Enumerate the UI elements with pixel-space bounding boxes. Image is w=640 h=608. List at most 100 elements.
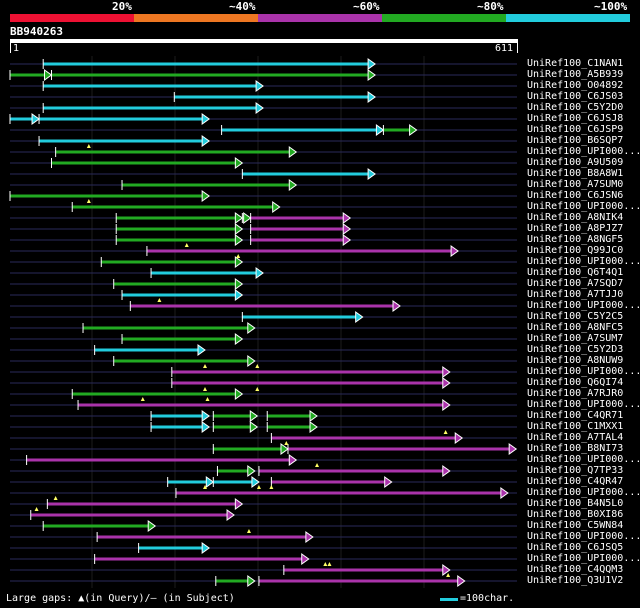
query-gap-marker	[86, 144, 91, 148]
hit-name-link[interactable]: UniRef100_B8A8W1	[527, 168, 624, 179]
hit-end-arrow	[249, 410, 259, 422]
hit-name-link[interactable]: UniRef100_UPI000...	[527, 487, 640, 498]
hit-name-link[interactable]: UniRef100_C5Y2D3	[527, 344, 624, 355]
hit-end-arrow	[442, 465, 451, 477]
hit-end-arrow	[234, 157, 244, 169]
scale-segment-magenta	[258, 14, 382, 22]
hit-name-link[interactable]: UniRef100_A7SQD7	[527, 278, 624, 289]
hit-name-link[interactable]: UniRef100_C1NAN1	[527, 58, 624, 69]
scale-label-60: ~60%	[353, 0, 380, 13]
hit-name-link[interactable]: UniRef100_A7SUM0	[527, 179, 624, 190]
hit-name-link[interactable]: UniRef100_C4QR71	[527, 410, 624, 421]
hit-end-arrow	[234, 234, 244, 246]
hit-name-link[interactable]: UniRef100_C5Y2C5	[527, 311, 624, 322]
hit-name-link[interactable]: UniRef100_A8NIK4	[527, 212, 624, 223]
query-gap-marker	[184, 243, 189, 247]
hit-name-link[interactable]: UniRef100_A9U509	[527, 157, 624, 168]
hit-name-link[interactable]: UniRef100_UPI000...	[527, 201, 640, 212]
hit-end-arrow	[201, 410, 211, 422]
scale-label-80: ~80%	[477, 0, 504, 13]
hit-name-link[interactable]: UniRef100_UPI000...	[527, 256, 640, 267]
hit-name-link[interactable]: UniRef100_UPI000...	[527, 146, 640, 157]
hit-end-arrow	[255, 102, 264, 114]
hit-end-arrow	[384, 476, 393, 488]
hit-end-arrow	[367, 168, 376, 180]
hit-end-arrow	[305, 531, 314, 543]
hit-name-link[interactable]: UniRef100_A8NGF5	[527, 234, 624, 245]
hit-name-link[interactable]: UniRef100_UPI000...	[527, 531, 640, 542]
hit-end-arrow	[508, 443, 518, 455]
hit-name-link[interactable]: UniRef100_C6JSQ5	[527, 542, 624, 553]
hit-end-arrow	[251, 476, 260, 488]
hit-end-arrow	[280, 443, 289, 455]
hit-name-link[interactable]: UniRef100_A7SUM7	[527, 333, 624, 344]
hit-end-arrow	[409, 124, 418, 136]
query-gap-marker	[140, 397, 145, 401]
hit-name-link[interactable]: UniRef100_C5Y2D0	[527, 102, 624, 113]
hit-name-link[interactable]: UniRef100_UPI000...	[527, 300, 640, 311]
hit-name-link[interactable]: UniRef100_UPI000...	[527, 399, 640, 410]
hit-end-arrow	[255, 80, 264, 92]
hit-name-link[interactable]: UniRef100_Q6QI74	[527, 377, 624, 388]
hit-name-link[interactable]: UniRef100_B4N5L0	[527, 498, 624, 509]
hit-end-arrow	[234, 278, 244, 290]
hit-end-arrow	[288, 146, 298, 158]
hit-name-link[interactable]: UniRef100_C4QR47	[527, 476, 624, 487]
hit-name-link[interactable]: UniRef100_Q99JC0	[527, 245, 624, 256]
scale-label-100: ~100%	[594, 0, 628, 13]
hit-name-link[interactable]: UniRef100_C4QQM3	[527, 564, 624, 575]
scale-segment-cyan	[506, 14, 630, 22]
scale-legend-label: =100char.	[460, 593, 515, 604]
hit-end-arrow	[367, 69, 376, 81]
query-gap-marker	[256, 485, 261, 489]
hit-name-link[interactable]: UniRef100_UPI000...	[527, 366, 640, 377]
hit-name-link[interactable]: UniRef100_Q7TP33	[527, 465, 624, 476]
hit-end-arrow	[442, 377, 451, 389]
hit-end-arrow	[234, 212, 244, 224]
query-end-label: 611	[495, 43, 514, 54]
hit-name-link[interactable]: UniRef100_C6JSJ8	[527, 113, 624, 124]
hit-end-arrow	[450, 245, 459, 257]
hit-end-arrow	[249, 421, 259, 433]
scale-segment-orange	[134, 14, 258, 22]
hit-name-link[interactable]: UniRef100_UPI000...	[527, 553, 640, 564]
query-gap-marker	[34, 507, 39, 511]
hit-end-arrow	[367, 58, 376, 70]
hit-end-arrow	[442, 366, 451, 378]
hit-name-link[interactable]: UniRef100_A8NFC5	[527, 322, 624, 333]
hit-name-link[interactable]: UniRef100_A5B939	[527, 69, 624, 80]
hit-end-arrow	[201, 542, 211, 554]
hit-name-link[interactable]: UniRef100_B0XI86	[527, 509, 624, 520]
hit-name-link[interactable]: UniRef100_O04892	[527, 80, 624, 91]
hit-name-link[interactable]: UniRef100_C6JSN6	[527, 190, 624, 201]
hit-end-arrow	[309, 421, 318, 433]
scale-segment-green	[382, 14, 506, 22]
hit-end-arrow	[309, 410, 318, 422]
hit-name-link[interactable]: UniRef100_Q6T4Q1	[527, 267, 624, 278]
query-bar	[10, 39, 518, 43]
hit-name-link[interactable]: UniRef100_B8NI73	[527, 443, 624, 454]
hit-end-arrow	[234, 289, 244, 301]
hit-end-arrow	[301, 553, 310, 565]
hit-name-link[interactable]: UniRef100_A8PJZ7	[527, 223, 624, 234]
hit-name-link[interactable]: UniRef100_A7TAL4	[527, 432, 624, 443]
query-gap-marker	[269, 485, 274, 489]
query-gap-marker	[284, 441, 289, 445]
hit-end-arrow	[234, 256, 244, 268]
hit-name-link[interactable]: UniRef100_C6JS03	[527, 91, 624, 102]
query-gap-marker	[205, 397, 210, 401]
scale-label-40: ~40%	[229, 0, 256, 13]
hit-name-link[interactable]: UniRef100_UPI000...	[527, 454, 640, 465]
hit-name-link[interactable]: UniRef100_A8NUW9	[527, 355, 624, 366]
query-gap-marker	[315, 463, 320, 467]
hit-end-arrow	[243, 212, 252, 224]
hit-name-link[interactable]: UniRef100_B6SQP7	[527, 135, 624, 146]
hit-name-link[interactable]: UniRef100_C5WN84	[527, 520, 624, 531]
query-gap-marker	[203, 387, 207, 391]
query-gap-marker	[323, 562, 328, 566]
hit-name-link[interactable]: UniRef100_A7TJJ0	[527, 289, 624, 300]
hit-name-link[interactable]: UniRef100_C1MXX1	[527, 421, 624, 432]
hit-name-link[interactable]: UniRef100_C6JSP9	[527, 124, 624, 135]
hit-name-link[interactable]: UniRef100_A7RJR0	[527, 388, 624, 399]
hit-name-link[interactable]: UniRef100_Q3U1V2	[527, 575, 624, 586]
